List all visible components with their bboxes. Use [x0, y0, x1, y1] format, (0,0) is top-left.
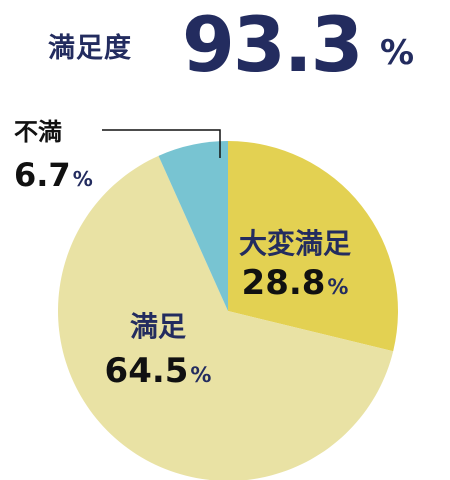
slice-unit-3: %: [73, 167, 93, 191]
pie-slice-3: [158, 141, 228, 311]
pie-slice-1: [228, 141, 399, 352]
headline: 満足度 93.3 %: [0, 0, 450, 90]
pie-slice-2: [58, 155, 394, 480]
pie-slices: [58, 141, 399, 480]
slice-unit-1: %: [327, 275, 348, 299]
leader-lines: [102, 129, 221, 158]
headline-value: 93.3: [182, 0, 364, 89]
slice-label-2: 満足: [130, 310, 186, 343]
headline-unit: %: [380, 33, 415, 73]
slice-label-1: 大変満足: [239, 227, 351, 260]
slice-value-3: 6.7%: [14, 156, 93, 194]
slice-unit-2: %: [190, 363, 211, 387]
leader-line: [102, 129, 221, 158]
slice-label-3: 不満: [14, 118, 62, 146]
slice-value-1: 28.8%: [242, 263, 349, 303]
headline-label: 満足度: [48, 33, 132, 64]
